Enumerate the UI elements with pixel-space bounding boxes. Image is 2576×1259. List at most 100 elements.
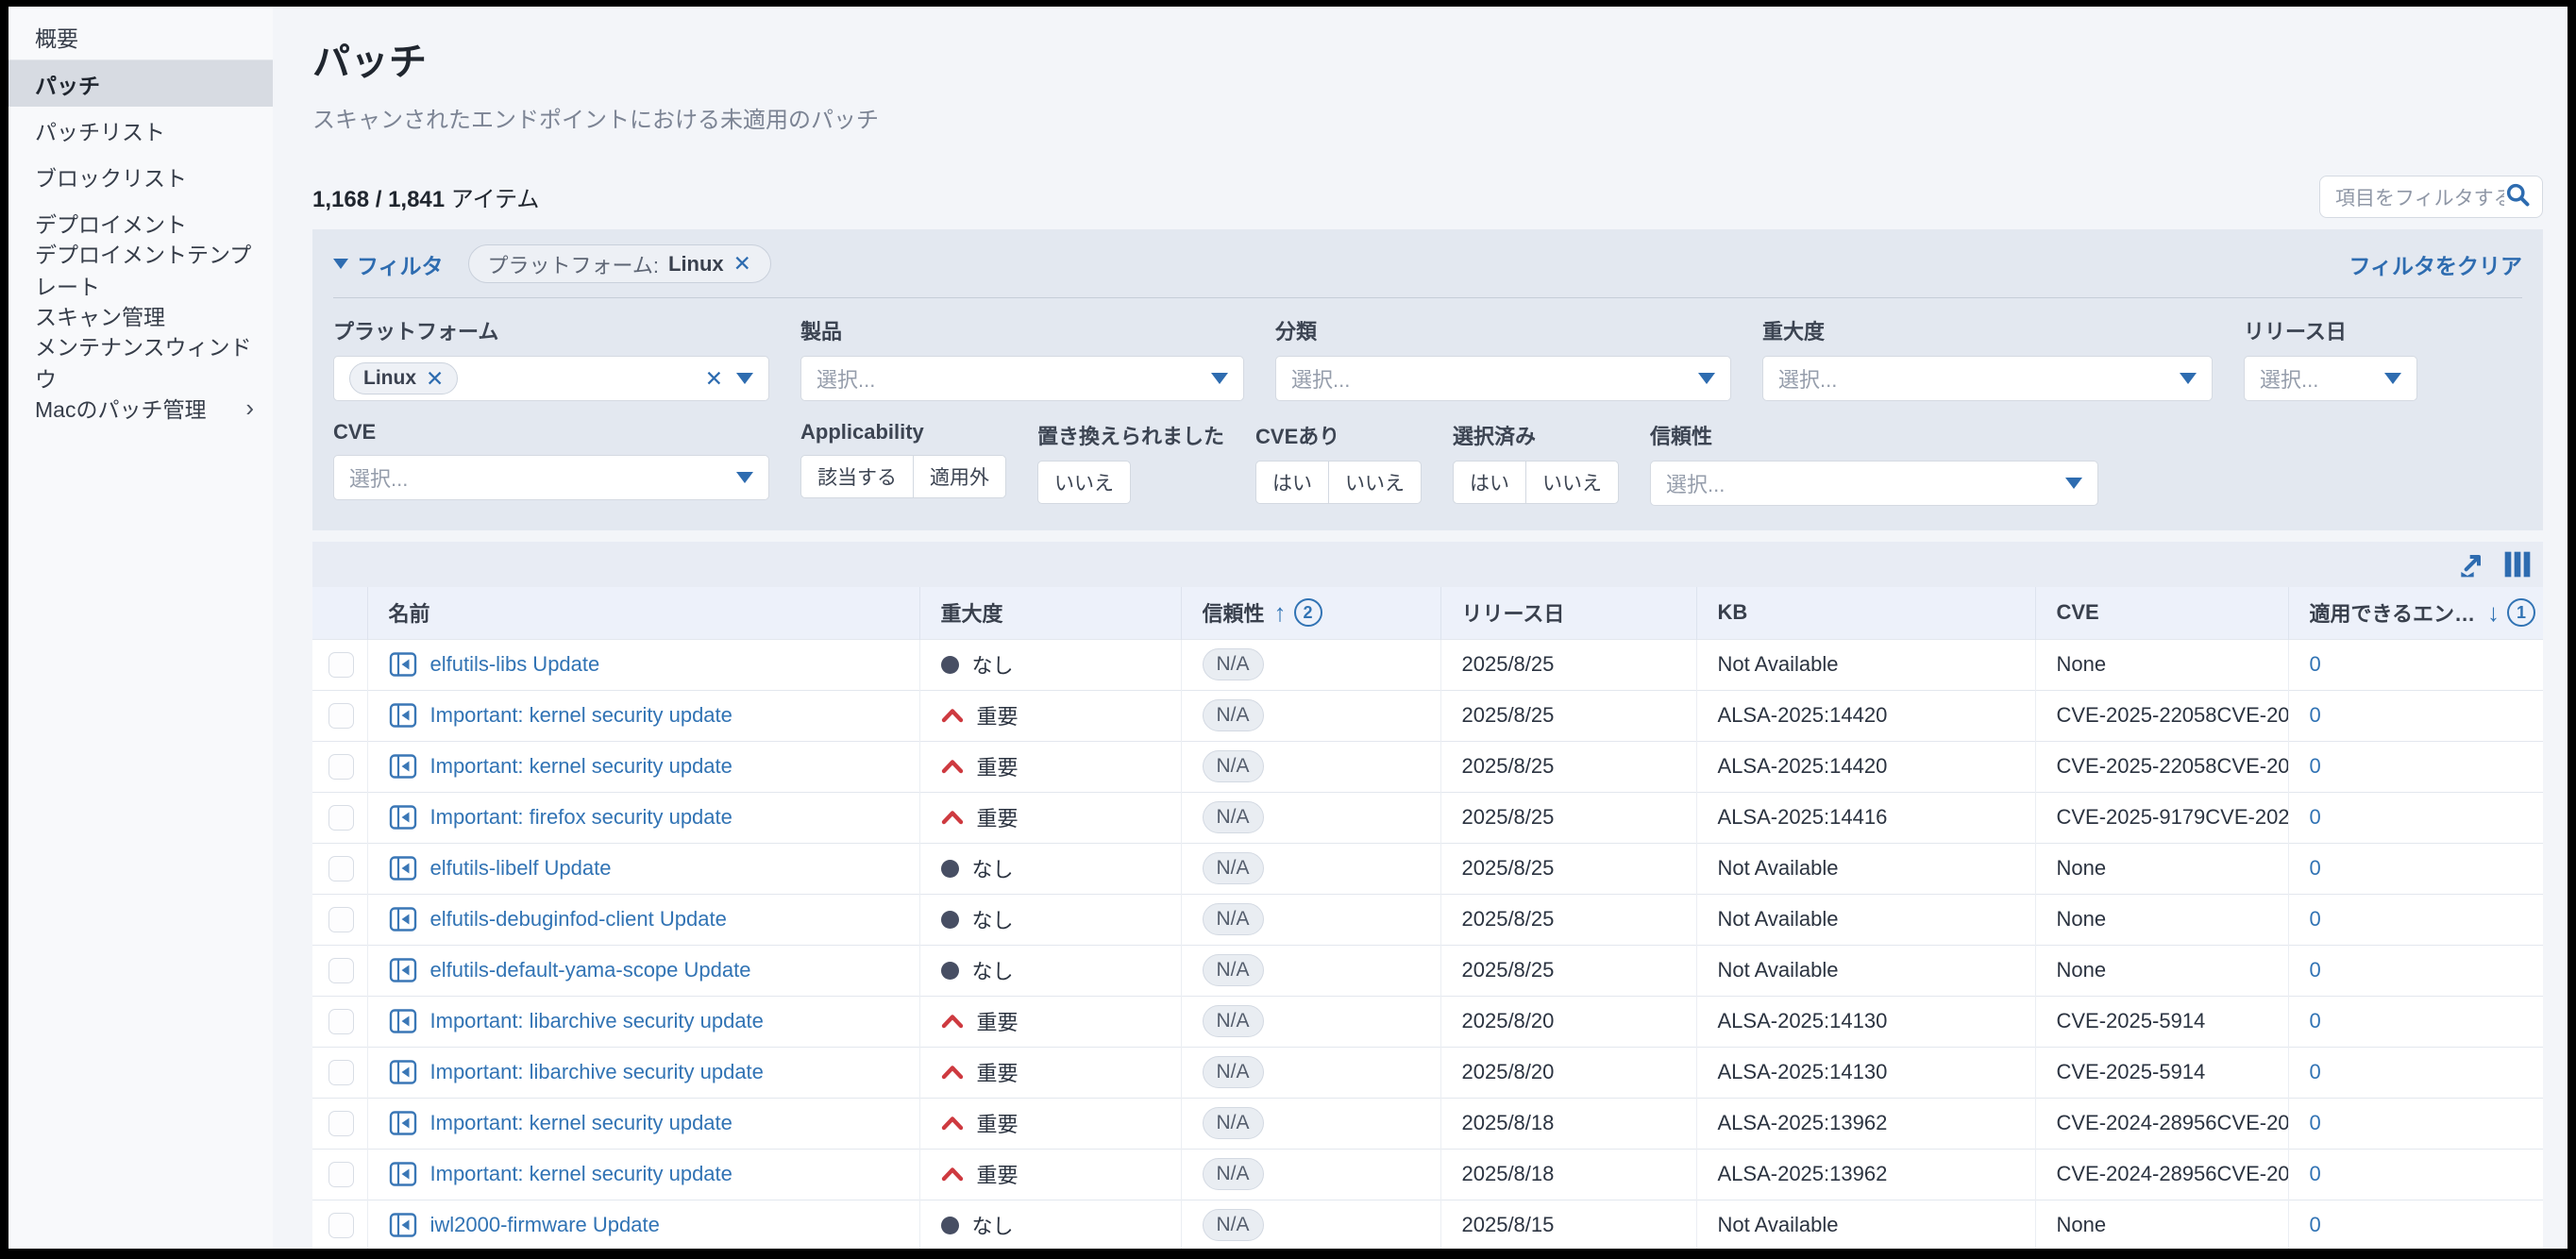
patch-name-link[interactable]: Important: libarchive security update bbox=[429, 1009, 764, 1032]
sidebar-item-deployment[interactable]: デプロイメント bbox=[35, 211, 187, 237]
applicability-not-applicable-button[interactable]: 適用外 bbox=[913, 455, 1006, 498]
patch-name-link[interactable]: elfutils-debuginfod-client Update bbox=[429, 907, 727, 931]
sidebar-item-scan-management[interactable]: スキャン管理 bbox=[35, 304, 165, 329]
sidebar-item-overview[interactable]: 概要 bbox=[8, 14, 273, 60]
row-checkbox[interactable] bbox=[328, 1008, 355, 1034]
applicable-endpoints-link[interactable]: 0 bbox=[2309, 1111, 2321, 1134]
platform-tag[interactable]: Linux ✕ bbox=[349, 362, 459, 394]
applicable-endpoints-link[interactable]: 0 bbox=[2309, 1213, 2321, 1236]
has-cve-yes-button[interactable]: はい bbox=[1255, 461, 1330, 504]
cve-cell: CVE-2024-28956CVE-2025- bbox=[2034, 1148, 2288, 1200]
column-header-name[interactable]: 名前 bbox=[366, 587, 919, 639]
applicable-endpoints-link[interactable]: 0 bbox=[2309, 754, 2321, 778]
patch-name-link[interactable]: Important: kernel security update bbox=[429, 703, 732, 727]
severity-label: なし bbox=[971, 1215, 1014, 1238]
selected-yes-button[interactable]: はい bbox=[1453, 461, 1527, 504]
severity-select[interactable]: 選択... bbox=[1762, 356, 2213, 401]
applicable-endpoints-link[interactable]: 0 bbox=[2309, 805, 2321, 829]
superseded-no-button[interactable]: いいえ bbox=[1037, 461, 1131, 504]
applicable-endpoints-link[interactable]: 0 bbox=[2309, 907, 2321, 931]
severity-important-icon bbox=[941, 1065, 964, 1080]
patch-name-link[interactable]: Important: firefox security update bbox=[429, 805, 732, 829]
patch-name-link[interactable]: Important: kernel security update bbox=[429, 754, 732, 778]
filter-field-superseded: 置き換えられました いいえ bbox=[1037, 420, 1224, 506]
cve-cell: None bbox=[2034, 1199, 2288, 1249]
selected-segment: はい いいえ bbox=[1453, 461, 1620, 504]
row-checkbox[interactable] bbox=[328, 906, 355, 932]
filter-toggle-label: フィルタ bbox=[357, 253, 444, 278]
confidence-select[interactable]: 選択... bbox=[1650, 461, 2099, 506]
chip-field: プラットフォーム: bbox=[487, 253, 659, 277]
patch-icon bbox=[389, 1160, 417, 1188]
sidebar-item-mac-patch-management[interactable]: Macのパッチ管理 › bbox=[8, 384, 273, 430]
item-count-value: 1,168 / 1,841 bbox=[312, 187, 446, 212]
patch-name-link[interactable]: elfutils-libelf Update bbox=[429, 856, 612, 880]
classification-select[interactable]: 選択... bbox=[1275, 356, 1731, 401]
clear-filters-link[interactable]: フィルタをクリア bbox=[2349, 253, 2522, 278]
column-header-cve[interactable]: CVE bbox=[2034, 587, 2288, 639]
severity-label: 重要 bbox=[976, 1011, 1019, 1034]
has-cve-no-button[interactable]: いいえ bbox=[1328, 461, 1423, 504]
severity-label: 重要 bbox=[976, 1113, 1019, 1136]
column-header-release-date[interactable]: リリース日 bbox=[1440, 587, 1696, 639]
patch-name-link[interactable]: Important: libarchive security update bbox=[429, 1060, 764, 1083]
confidence-badge: N/A bbox=[1202, 750, 1264, 782]
row-checkbox[interactable] bbox=[328, 1212, 355, 1238]
applicable-endpoints-link[interactable]: 0 bbox=[2309, 1009, 2321, 1032]
row-checkbox[interactable] bbox=[328, 1110, 355, 1136]
item-count-suffix: アイテム bbox=[445, 187, 540, 212]
tag-close-icon[interactable]: ✕ bbox=[426, 365, 445, 391]
filter-label: CVEあり bbox=[1255, 425, 1340, 448]
platform-select[interactable]: Linux ✕ ✕ bbox=[333, 356, 769, 401]
filter-toggle[interactable]: フィルタ bbox=[333, 248, 444, 280]
export-icon[interactable] bbox=[2456, 549, 2486, 579]
search-icon[interactable] bbox=[2504, 181, 2531, 212]
row-checkbox[interactable] bbox=[328, 1059, 355, 1085]
patch-icon bbox=[389, 1109, 417, 1137]
sidebar-item-patch-list[interactable]: パッチリスト bbox=[35, 119, 165, 144]
selected-no-button[interactable]: いいえ bbox=[1525, 461, 1620, 504]
column-header-severity[interactable]: 重大度 bbox=[918, 587, 1181, 639]
row-checkbox[interactable] bbox=[328, 753, 355, 780]
patch-icon bbox=[389, 956, 417, 984]
cve-select[interactable]: 選択... bbox=[333, 455, 769, 500]
release-date-select[interactable]: 選択... bbox=[2244, 356, 2417, 401]
main-content: パッチ スキャンされたエンドポイントにおける未適用のパッチ 1,168 / 1,… bbox=[273, 7, 2568, 1249]
sidebar-item-patch[interactable]: パッチ bbox=[8, 60, 273, 107]
patch-name-link[interactable]: Important: kernel security update bbox=[429, 1162, 732, 1185]
applicability-applicable-button[interactable]: 該当する bbox=[800, 455, 914, 498]
select-placeholder: 選択... bbox=[1666, 473, 1726, 496]
patch-name-link[interactable]: elfutils-default-yama-scope Update bbox=[429, 958, 751, 982]
row-checkbox[interactable] bbox=[328, 804, 355, 831]
patch-table-card: 名前 重大度 信頼性 2 リリース日 KB CVE bbox=[312, 542, 2543, 1249]
sidebar-item-deployment-template[interactable]: デプロイメントテンプレート bbox=[35, 242, 252, 299]
applicable-endpoints-link[interactable]: 0 bbox=[2309, 703, 2321, 727]
severity-label: なし bbox=[971, 858, 1014, 881]
applicable-endpoints-link[interactable]: 0 bbox=[2309, 652, 2321, 676]
sidebar-item-maintenance-window[interactable]: メンテナンスウィンドウ bbox=[35, 334, 252, 392]
row-checkbox[interactable] bbox=[328, 957, 355, 983]
patch-name-link[interactable]: elfutils-libs Update bbox=[429, 652, 600, 676]
row-checkbox[interactable] bbox=[328, 1161, 355, 1187]
severity-important-icon bbox=[941, 1014, 964, 1029]
active-filter-chip[interactable]: プラットフォーム: Linux ✕ bbox=[467, 244, 771, 283]
column-selector-icon[interactable] bbox=[2503, 549, 2532, 579]
row-checkbox[interactable] bbox=[328, 855, 355, 881]
search-input[interactable]: 項目をフィルタする bbox=[2319, 176, 2543, 218]
select-clear-icon[interactable]: ✕ bbox=[704, 365, 723, 391]
column-header-applicable-endpoints[interactable]: 適用できるエンドポ... 1 bbox=[2287, 587, 2543, 639]
applicable-endpoints-link[interactable]: 0 bbox=[2309, 1162, 2321, 1185]
patch-name-link[interactable]: iwl2000-firmware Update bbox=[429, 1213, 660, 1236]
column-header-confidence[interactable]: 信頼性 2 bbox=[1180, 587, 1440, 639]
patch-name-link[interactable]: Important: kernel security update bbox=[429, 1111, 732, 1134]
applicable-endpoints-link[interactable]: 0 bbox=[2309, 958, 2321, 982]
applicable-endpoints-link[interactable]: 0 bbox=[2309, 1060, 2321, 1083]
chip-close-icon[interactable]: ✕ bbox=[732, 251, 751, 276]
product-select[interactable]: 選択... bbox=[800, 356, 1244, 401]
kb-cell: Not Available bbox=[1695, 1199, 2035, 1249]
row-checkbox[interactable] bbox=[328, 702, 355, 729]
sidebar-item-block-list[interactable]: ブロックリスト bbox=[35, 165, 187, 191]
column-header-kb[interactable]: KB bbox=[1695, 587, 2035, 639]
row-checkbox[interactable] bbox=[328, 651, 355, 678]
applicable-endpoints-link[interactable]: 0 bbox=[2309, 856, 2321, 880]
